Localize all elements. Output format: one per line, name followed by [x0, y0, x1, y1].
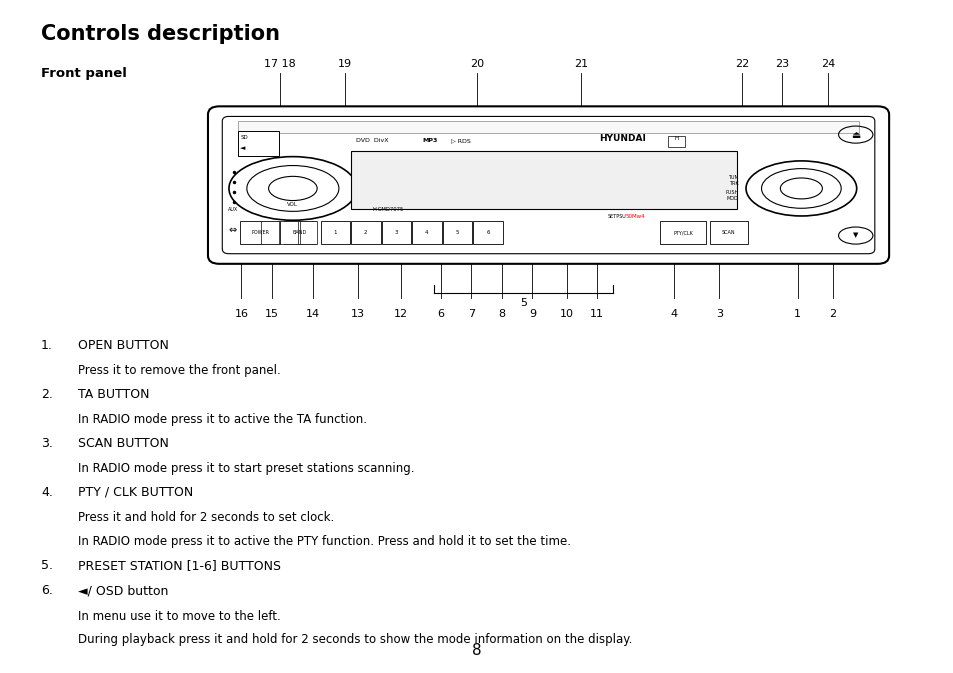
Bar: [238, 131, 278, 156]
Text: 23: 23: [775, 59, 788, 69]
Text: 2: 2: [364, 230, 367, 235]
FancyBboxPatch shape: [208, 106, 888, 264]
Bar: [320, 221, 350, 244]
Text: 21: 21: [574, 59, 587, 69]
Text: SD: SD: [240, 135, 248, 141]
Text: ⇔: ⇔: [229, 225, 236, 235]
Text: PTY / CLK BUTTON: PTY / CLK BUTTON: [78, 486, 193, 499]
Text: 5.: 5.: [41, 559, 53, 571]
Text: 17 18: 17 18: [263, 59, 295, 69]
Text: 2: 2: [828, 309, 836, 319]
Bar: [238, 121, 858, 133]
Bar: [240, 221, 280, 244]
Text: HYUNDAI: HYUNDAI: [598, 135, 645, 143]
Text: Press it and hold for 2 seconds to set clock.: Press it and hold for 2 seconds to set c…: [78, 511, 335, 524]
Text: 4.: 4.: [41, 486, 52, 499]
Text: ◄: ◄: [240, 145, 246, 151]
Bar: [659, 221, 705, 244]
Text: TA BUTTON: TA BUTTON: [78, 388, 150, 400]
Text: TUN
TRK: TUN TRK: [727, 175, 738, 186]
Text: 6: 6: [486, 230, 489, 235]
Text: During playback press it and hold for 2 seconds to show the mode information on : During playback press it and hold for 2 …: [78, 633, 632, 646]
Text: 15: 15: [265, 309, 278, 319]
Bar: [442, 221, 472, 244]
Text: PRESET STATION [1-6] BUTTONS: PRESET STATION [1-6] BUTTONS: [78, 559, 281, 571]
Text: ◄/ OSD button: ◄/ OSD button: [78, 584, 169, 597]
Text: 13: 13: [351, 309, 364, 319]
Text: H-CMD7075: H-CMD7075: [372, 207, 403, 213]
Text: 1: 1: [334, 230, 336, 235]
Text: SCAN BUTTON: SCAN BUTTON: [78, 437, 169, 450]
FancyBboxPatch shape: [222, 116, 874, 254]
Text: POWER: POWER: [252, 230, 269, 235]
Text: DVD  DivX: DVD DivX: [355, 139, 388, 143]
Text: 6: 6: [436, 309, 444, 319]
Bar: [473, 221, 502, 244]
Text: In menu use it to move to the left.: In menu use it to move to the left.: [78, 610, 281, 623]
Text: ▼: ▼: [852, 233, 858, 238]
Text: 4: 4: [669, 309, 677, 319]
Text: 24: 24: [821, 59, 834, 69]
Text: In RADIO mode press it to active the PTY function. Press and hold it to set the : In RADIO mode press it to active the PTY…: [78, 535, 571, 548]
Text: 12: 12: [394, 309, 407, 319]
Text: SCAN: SCAN: [721, 230, 735, 235]
Bar: [284, 221, 315, 244]
Text: H: H: [674, 137, 678, 141]
Bar: [261, 221, 278, 244]
Text: 3.: 3.: [41, 437, 52, 450]
Bar: [280, 221, 297, 244]
Text: 5: 5: [456, 230, 458, 235]
Text: 1.: 1.: [41, 339, 52, 351]
Text: OPEN BUTTON: OPEN BUTTON: [78, 339, 169, 351]
Text: 4: 4: [425, 230, 428, 235]
Bar: [381, 221, 411, 244]
Text: PTY/CLK: PTY/CLK: [673, 230, 692, 235]
Text: Front panel: Front panel: [41, 67, 127, 80]
Text: 8: 8: [497, 309, 505, 319]
Text: ⏏: ⏏: [850, 130, 860, 139]
Text: SETPSU: SETPSU: [607, 214, 626, 219]
Text: BAND: BAND: [293, 230, 307, 235]
Text: In RADIO mode press it to active the TA function.: In RADIO mode press it to active the TA …: [78, 413, 367, 426]
Bar: [351, 151, 737, 209]
Text: In RADIO mode press it to start preset stations scanning.: In RADIO mode press it to start preset s…: [78, 462, 415, 475]
Text: VOL: VOL: [287, 203, 298, 207]
Bar: [667, 136, 684, 147]
Text: PUSH
MOD: PUSH MOD: [724, 190, 738, 201]
Text: 6.: 6.: [41, 584, 52, 597]
Text: MP3: MP3: [422, 139, 437, 143]
Text: 9: 9: [528, 309, 536, 319]
Text: 16: 16: [234, 309, 248, 319]
Text: 10: 10: [559, 309, 573, 319]
Text: 1: 1: [793, 309, 801, 319]
Bar: [351, 221, 380, 244]
Text: Press it to remove the front panel.: Press it to remove the front panel.: [78, 364, 281, 377]
Bar: [412, 221, 441, 244]
Text: 19: 19: [338, 59, 352, 69]
Text: 20: 20: [470, 59, 483, 69]
Text: 8: 8: [472, 643, 481, 658]
Text: Controls description: Controls description: [41, 24, 280, 44]
Bar: [299, 221, 316, 244]
Text: AUX: AUX: [228, 207, 237, 213]
Text: 22: 22: [735, 59, 748, 69]
Text: ▷ RDS: ▷ RDS: [451, 139, 471, 143]
Text: 3: 3: [395, 230, 397, 235]
Text: 7: 7: [467, 309, 475, 319]
Bar: [709, 221, 747, 244]
Text: 5: 5: [519, 298, 527, 308]
Text: 14: 14: [306, 309, 319, 319]
Text: 3: 3: [715, 309, 722, 319]
Text: 50Mw4: 50Mw4: [625, 214, 644, 219]
Text: 11: 11: [590, 309, 603, 319]
Text: 2.: 2.: [41, 388, 52, 400]
